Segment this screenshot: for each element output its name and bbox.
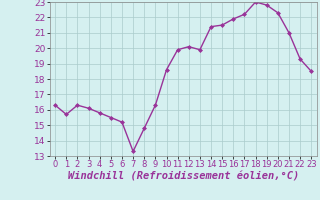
X-axis label: Windchill (Refroidissement éolien,°C): Windchill (Refroidissement éolien,°C): [68, 172, 299, 182]
